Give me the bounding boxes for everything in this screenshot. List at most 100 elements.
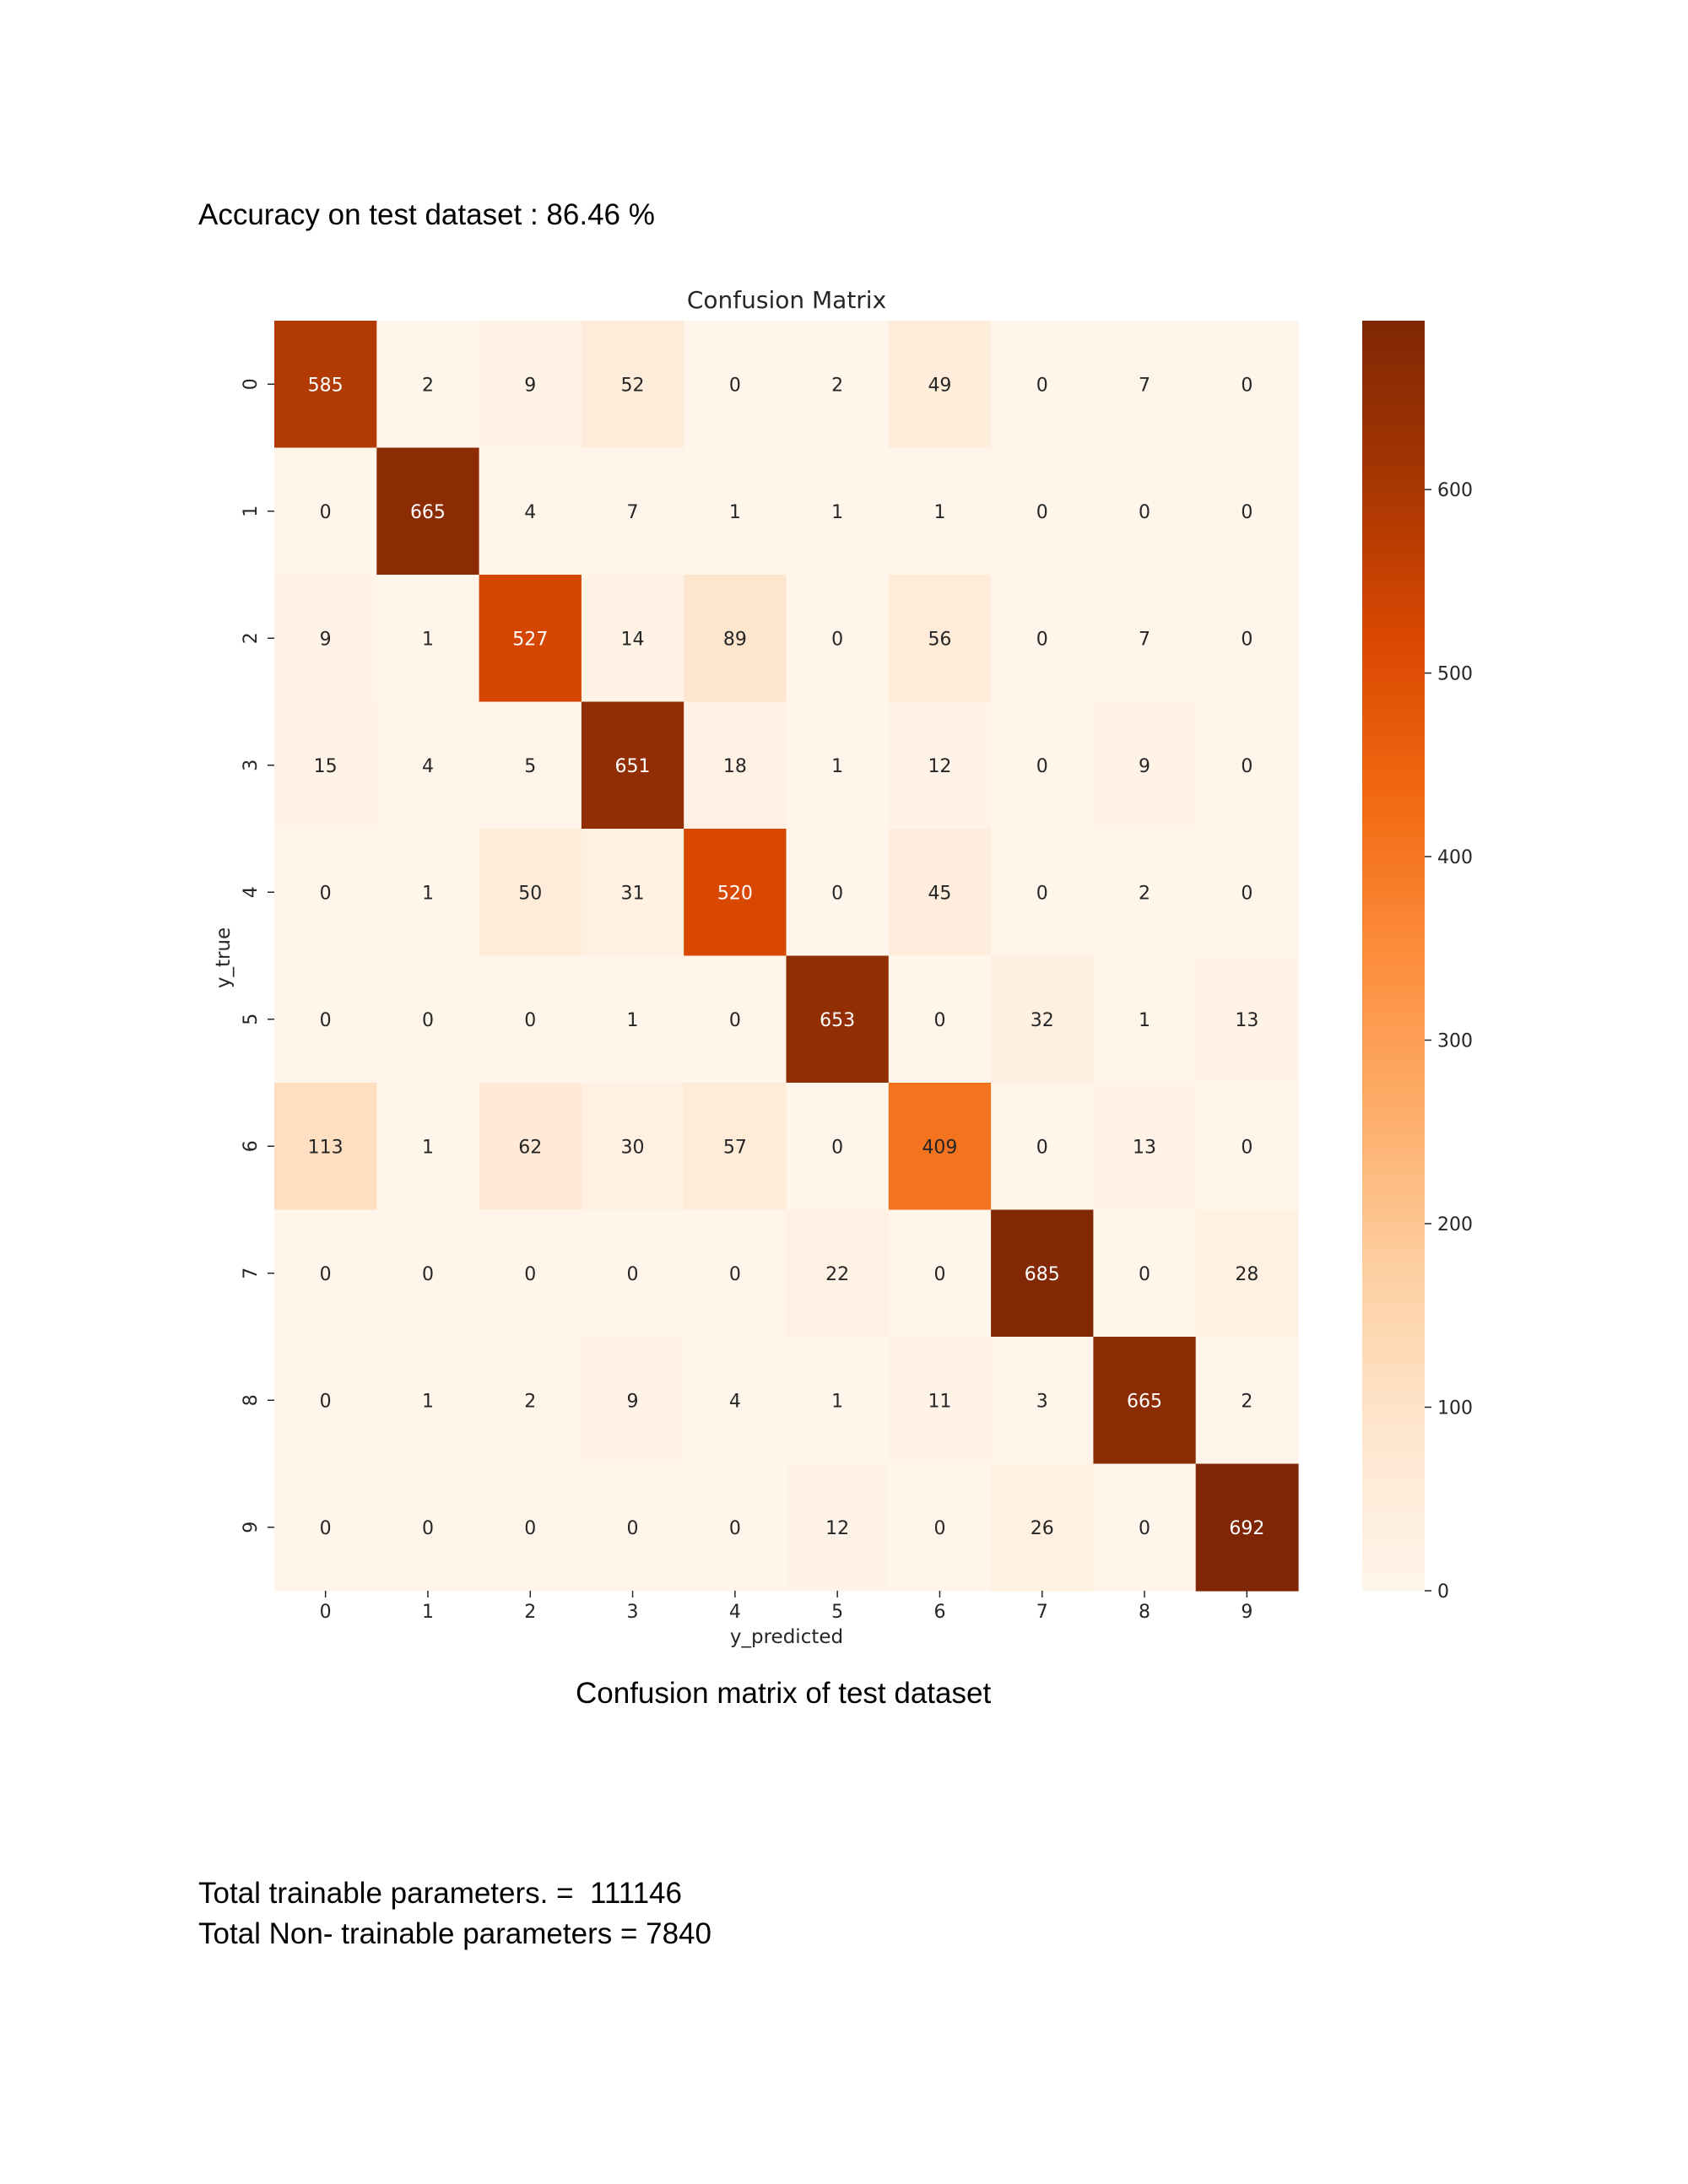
cell-value-8-0: 0: [320, 1391, 332, 1412]
heatmap-cell-8-5: [786, 1337, 890, 1465]
heatmap-cell-0-7: [991, 321, 1094, 449]
colorbar-tick-label-6: 600: [1437, 480, 1473, 501]
cell-value-4-4: 520: [717, 883, 753, 904]
heatmap-cell-2-0: [274, 575, 377, 703]
heatmap-cell-1-7: [991, 447, 1094, 576]
heatmap-cell-4-9: [1195, 829, 1299, 957]
heatmap-cell-3-9: [1195, 701, 1299, 830]
cell-value-6-2: 62: [518, 1137, 542, 1158]
y-tick-label-0: 0: [241, 378, 262, 390]
heatmap-cell-9-1: [376, 1463, 480, 1592]
heatmap-cell-6-7: [991, 1083, 1094, 1211]
heatmap-cell-5-2: [479, 955, 582, 1084]
y-tick-label-9: 9: [241, 1522, 262, 1533]
cell-value-5-3: 1: [627, 1010, 639, 1031]
heatmap-cell-7-0: [274, 1209, 377, 1338]
heatmap-cell-3-1: [376, 701, 480, 830]
heatmap-cell-9-3: [581, 1463, 684, 1592]
heatmap-cell-5-7: [991, 955, 1094, 1084]
heatmap-cell-6-0: [274, 1083, 377, 1211]
cell-value-9-3: 0: [627, 1518, 639, 1539]
heatmap-cell-7-8: [1093, 1209, 1197, 1338]
heatmap-cell-4-3: [581, 829, 684, 957]
cell-value-8-1: 1: [422, 1391, 434, 1412]
heatmap-cell-2-8: [1093, 575, 1197, 703]
cell-value-3-9: 0: [1241, 756, 1252, 777]
cell-value-2-6: 56: [928, 629, 951, 650]
cell-value-1-4: 1: [729, 502, 741, 523]
heatmap-cell-6-9: [1195, 1083, 1299, 1211]
heatmap-cell-4-6: [888, 829, 992, 957]
heatmap-cell-1-1: [376, 447, 480, 576]
cell-value-1-1: 665: [410, 502, 446, 523]
heatmap-cell-2-9: [1195, 575, 1299, 703]
cell-value-8-3: 9: [627, 1391, 639, 1412]
x-tick-label-5: 5: [831, 1602, 843, 1623]
heatmap-cell-9-5: [786, 1463, 890, 1592]
cell-value-0-2: 9: [524, 375, 536, 396]
heatmap-cell-8-9: [1195, 1337, 1299, 1465]
heatmap-cell-9-9: [1195, 1463, 1299, 1592]
heatmap-cell-3-8: [1093, 701, 1197, 830]
heatmap-cell-8-0: [274, 1337, 377, 1465]
heatmap-cell-4-5: [786, 829, 890, 957]
cell-value-3-3: 651: [615, 756, 651, 777]
cell-value-3-5: 1: [831, 756, 843, 777]
heatmap-cell-6-6: [888, 1083, 992, 1211]
heatmap-cell-9-6: [888, 1463, 992, 1592]
cell-value-3-4: 18: [723, 756, 747, 777]
cell-value-0-8: 7: [1139, 375, 1150, 396]
cell-value-4-7: 0: [1036, 883, 1048, 904]
heatmap-cell-5-8: [1093, 955, 1197, 1084]
cell-value-5-7: 32: [1031, 1010, 1054, 1031]
cell-value-2-0: 9: [320, 629, 332, 650]
heatmap-cell-3-4: [684, 701, 787, 830]
cell-value-6-3: 30: [621, 1137, 645, 1158]
cell-value-8-6: 11: [928, 1391, 951, 1412]
cell-value-2-2: 527: [512, 629, 548, 650]
accuracy-text: Accuracy on test dataset : 86.46 %: [198, 198, 655, 231]
y-tick-label-7: 7: [241, 1268, 262, 1279]
cell-value-2-3: 14: [621, 629, 645, 650]
x-tick-label-6: 6: [933, 1602, 945, 1623]
y-tick-label-3: 3: [241, 760, 262, 771]
cell-value-6-0: 113: [308, 1137, 344, 1158]
colorbar-tick-label-0: 0: [1437, 1581, 1449, 1603]
heatmap-cell-1-9: [1195, 447, 1299, 576]
non-trainable-params-text: Total Non- trainable parameters = 7840: [198, 1917, 711, 1950]
x-tick-label-1: 1: [422, 1602, 434, 1623]
heatmap-cell-5-0: [274, 955, 377, 1084]
heatmap-cell-3-3: [581, 701, 684, 830]
y-axis-label: y_true: [213, 927, 235, 988]
cell-value-1-5: 1: [831, 502, 843, 523]
heatmap-cell-6-1: [376, 1083, 480, 1211]
heatmap-cell-1-8: [1093, 447, 1197, 576]
heatmap-cell-4-0: [274, 829, 377, 957]
trainable-params-text: Total trainable parameters. = 111146: [198, 1877, 682, 1910]
cell-value-0-7: 0: [1036, 375, 1048, 396]
cell-value-4-3: 31: [621, 883, 645, 904]
cell-value-7-9: 28: [1235, 1264, 1258, 1285]
heatmap-cell-0-4: [684, 321, 787, 449]
cell-value-2-7: 0: [1036, 629, 1048, 650]
heatmap-cell-9-4: [684, 1463, 787, 1592]
heatmap-cell-4-2: [479, 829, 582, 957]
heatmap-cell-8-8: [1093, 1337, 1197, 1465]
heatmap-cell-3-0: [274, 701, 377, 830]
cell-value-0-4: 0: [729, 375, 741, 396]
cell-value-7-2: 0: [524, 1264, 536, 1285]
chart-title: Confusion Matrix: [687, 286, 886, 314]
cell-value-9-2: 0: [524, 1518, 536, 1539]
cell-value-8-5: 1: [831, 1391, 843, 1412]
y-tick-label-4: 4: [241, 886, 262, 898]
cell-value-5-8: 1: [1139, 1010, 1150, 1031]
cell-value-9-4: 0: [729, 1518, 741, 1539]
cell-value-9-7: 26: [1031, 1518, 1054, 1539]
heatmap-cell-0-9: [1195, 321, 1299, 449]
cell-value-5-2: 0: [524, 1010, 536, 1031]
cell-value-0-5: 2: [831, 375, 843, 396]
x-tick-label-7: 7: [1036, 1602, 1048, 1623]
heatmap-cell-4-7: [991, 829, 1094, 957]
heatmap-cell-9-7: [991, 1463, 1094, 1592]
